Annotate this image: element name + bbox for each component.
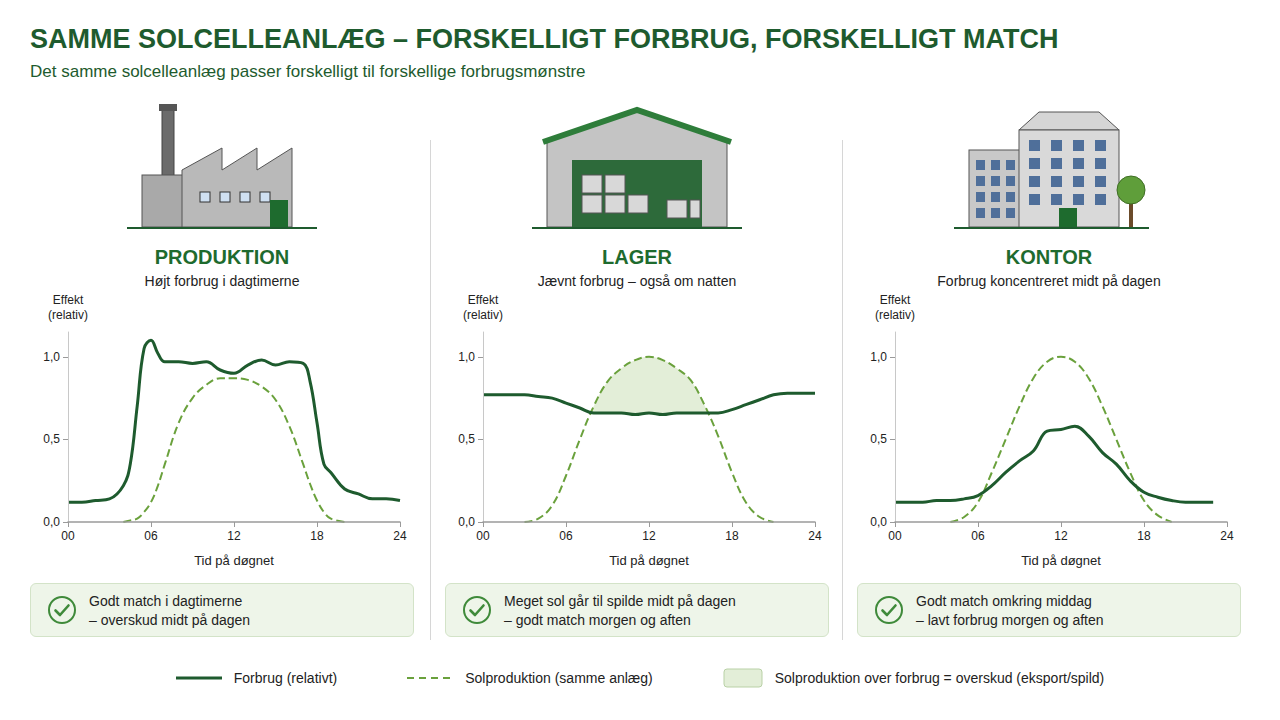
- svg-text:00: 00: [888, 529, 902, 543]
- svg-text:06: 06: [971, 529, 985, 543]
- html-text:– overskud midt på dagen: – overskud midt på dagen: [89, 612, 251, 628]
- svg-text:18: 18: [310, 529, 324, 543]
- svg-text:0,5: 0,5: [458, 432, 475, 446]
- svg-text:Effekt: Effekt: [53, 293, 84, 307]
- svg-text:06: 06: [559, 529, 573, 543]
- svg-text:1,0: 1,0: [458, 350, 475, 364]
- html-text:Godt match i dagtimerne: Godt match i dagtimerne: [89, 593, 243, 609]
- svg-text:12: 12: [227, 529, 241, 543]
- html-text:– godt match morgen og aften: – godt match morgen og aften: [504, 612, 691, 628]
- html-text:Jævnt forbrug – også om natten: Jævnt forbrug – også om natten: [537, 273, 737, 289]
- html-text:SAMME SOLCELLEANLÆG – FORSKELL: SAMME SOLCELLEANLÆG – FORSKELLIGT FORBRU…: [30, 24, 1059, 54]
- svg-text:0,0: 0,0: [458, 515, 475, 529]
- svg-text:12: 12: [642, 529, 656, 543]
- svg-text:24: 24: [393, 529, 407, 543]
- svg-text:1,0: 1,0: [43, 350, 60, 364]
- svg-text:1,0: 1,0: [870, 350, 887, 364]
- svg-text:Tid på døgnet: Tid på døgnet: [609, 553, 689, 568]
- svg-text:12: 12: [1054, 529, 1068, 543]
- html-text:Godt match omkring middag: Godt match omkring middag: [916, 593, 1092, 609]
- svg-text:(relativ): (relativ): [875, 308, 915, 322]
- html-text:LAGER: LAGER: [602, 246, 672, 268]
- svg-text:(relativ): (relativ): [463, 308, 503, 322]
- svg-text:Tid på døgnet: Tid på døgnet: [1021, 553, 1101, 568]
- svg-text:18: 18: [1137, 529, 1151, 543]
- svg-text:0,5: 0,5: [870, 432, 887, 446]
- html-text:Forbrug (relativt): Forbrug (relativt): [233, 670, 338, 686]
- svg-text:0,5: 0,5: [43, 432, 60, 446]
- svg-text:00: 00: [476, 529, 490, 543]
- svg-text:Effekt: Effekt: [468, 293, 499, 307]
- svg-text:06: 06: [144, 529, 158, 543]
- html-text:Solproduktion (samme anlæg): Solproduktion (samme anlæg): [465, 670, 653, 686]
- html-text:KONTOR: KONTOR: [1005, 246, 1093, 268]
- svg-text:0,0: 0,0: [870, 515, 887, 529]
- svg-text:24: 24: [1220, 529, 1234, 543]
- html-text:– lavt forbrug morgen og aften: – lavt forbrug morgen og aften: [916, 612, 1104, 628]
- svg-text:Effekt: Effekt: [880, 293, 911, 307]
- svg-text:(relativ): (relativ): [48, 308, 88, 322]
- html-text:PRODUKTION: PRODUKTION: [154, 246, 290, 268]
- svg-text:Tid på døgnet: Tid på døgnet: [194, 553, 274, 568]
- html-text:Det samme solcelleanlæg passer: Det samme solcelleanlæg passer forskelli…: [30, 62, 586, 81]
- html-text:Meget sol går til spilde midt: Meget sol går til spilde midt på dagen: [504, 593, 736, 609]
- svg-text:18: 18: [725, 529, 739, 543]
- svg-text:0,0: 0,0: [43, 515, 60, 529]
- html-text:Højt forbrug i dagtimerne: Højt forbrug i dagtimerne: [144, 273, 300, 289]
- svg-text:00: 00: [61, 529, 75, 543]
- html-text:Solproduktion over forbrug = o: Solproduktion over forbrug = overskud (e…: [774, 670, 1105, 686]
- svg-text:24: 24: [808, 529, 822, 543]
- html-text:Forbrug koncentreret midt på d: Forbrug koncentreret midt på dagen: [937, 273, 1161, 289]
